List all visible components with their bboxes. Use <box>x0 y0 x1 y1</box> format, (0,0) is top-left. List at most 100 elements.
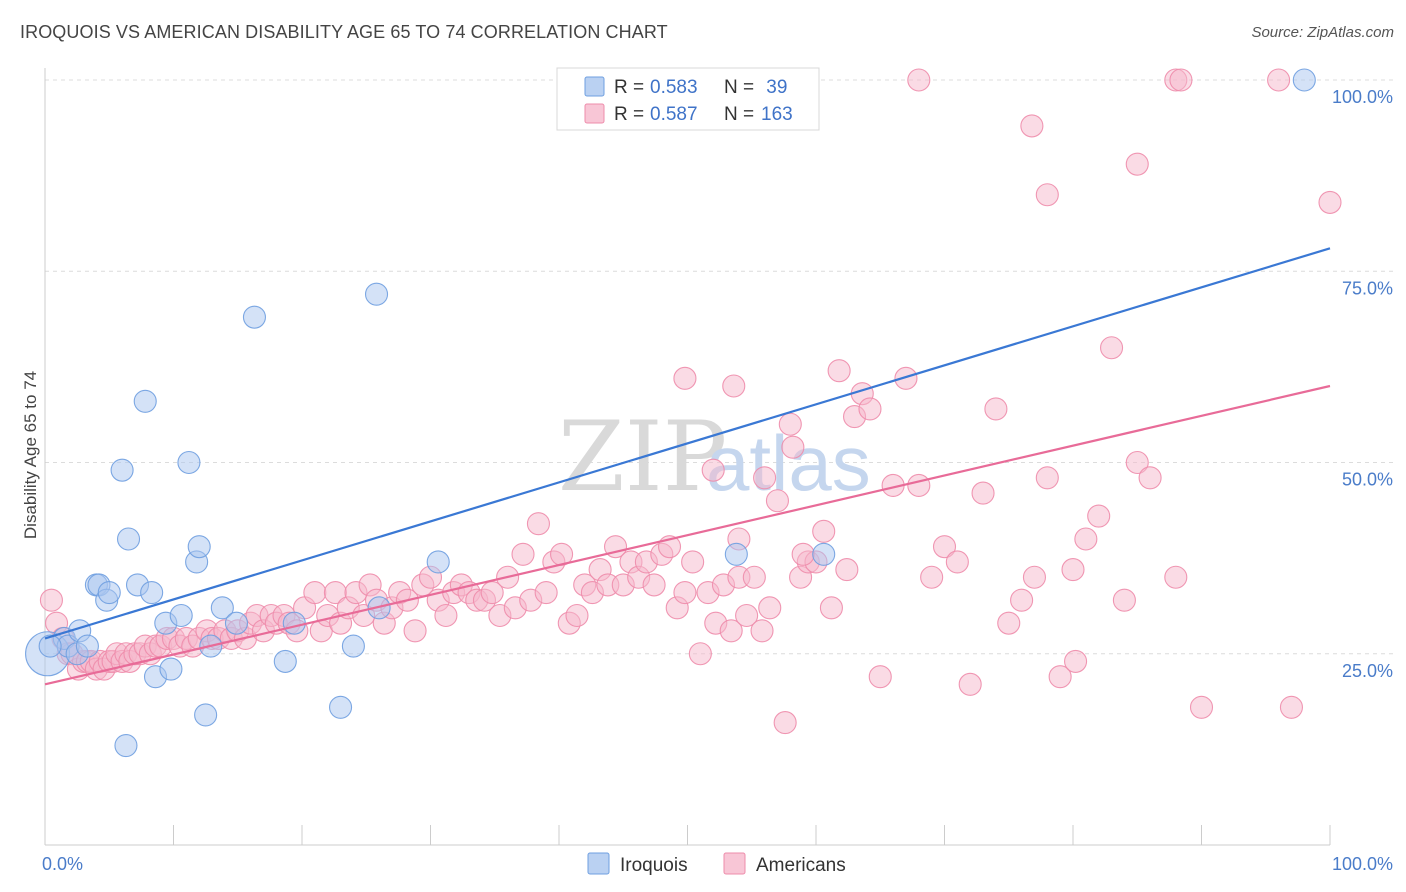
bottom-legend-swatch-iroquois <box>587 852 610 875</box>
americans-point <box>1022 565 1046 589</box>
iroquois-point <box>341 634 365 658</box>
legend-n-value-iroquois: 39 <box>761 77 787 98</box>
americans-point <box>434 603 458 628</box>
americans-point <box>1169 68 1193 92</box>
iroquois-point <box>426 550 450 574</box>
bottom-legend: Iroquois Americans <box>587 852 846 876</box>
iroquois-point <box>169 603 193 628</box>
americans-point <box>673 580 697 605</box>
x-tick-labels: 0.0% 100.0% <box>42 854 1393 874</box>
chart-title: IROQUOIS VS AMERICAN DISABILITY AGE 65 T… <box>20 22 668 42</box>
americans-point <box>1125 152 1149 176</box>
americans-point <box>511 542 535 566</box>
iroquois-point <box>140 580 164 605</box>
americans-point <box>1035 466 1059 490</box>
americans-point <box>1020 114 1044 138</box>
bottom-legend-iroquois: Iroquois <box>620 855 688 876</box>
americans-point <box>403 619 427 643</box>
iroquois-point <box>210 596 234 620</box>
americans-point <box>907 473 931 498</box>
americans-point <box>858 397 882 421</box>
x-tick-label: 0.0% <box>42 854 83 874</box>
americans-point <box>781 435 805 459</box>
iroquois-point <box>242 305 267 329</box>
iroquois-point <box>273 649 297 673</box>
americans-point <box>819 596 843 620</box>
bottom-legend-swatch-americans <box>723 852 746 875</box>
legend-swatch-americans <box>584 103 605 124</box>
iroquois-point <box>75 634 99 658</box>
y-tick-label: 75.0% <box>1342 278 1393 298</box>
americans-point <box>945 550 969 574</box>
watermark: ZIP atlas <box>558 401 871 513</box>
bottom-legend-americans: Americans <box>756 855 846 876</box>
americans-point <box>534 580 558 605</box>
y-tick-label: 100.0% <box>1332 87 1393 107</box>
americans-point <box>1061 558 1085 582</box>
iroquois-points <box>25 68 1316 758</box>
iroquois-point <box>116 527 141 551</box>
iroquois-point <box>328 695 353 719</box>
iroquois-point <box>38 634 62 658</box>
iroquois-point <box>159 657 183 681</box>
americans-point <box>1318 190 1342 214</box>
americans-point <box>958 672 982 696</box>
americans-point <box>932 535 957 559</box>
iroquois-point <box>724 542 748 566</box>
axes <box>44 68 1331 846</box>
legend-n-value-americans: 163 <box>761 104 793 125</box>
iroquois-point <box>224 611 249 635</box>
americans-point <box>1035 183 1059 207</box>
chart-source: Source: ZipAtlas.com <box>1251 24 1394 41</box>
x-tick-label: 100.0% <box>1332 854 1393 874</box>
legend-n-label-iroquois: N = <box>724 77 754 98</box>
americans-point <box>997 611 1021 635</box>
americans-point <box>1100 336 1124 360</box>
legend-r-label-iroquois: R = <box>614 77 644 98</box>
americans-point <box>1138 466 1162 490</box>
americans-point <box>835 558 859 582</box>
y-tick-label: 25.0% <box>1342 661 1393 681</box>
americans-point <box>812 519 836 543</box>
americans-point <box>1189 695 1214 719</box>
americans-point <box>526 512 550 536</box>
americans-point <box>758 596 782 620</box>
americans-point <box>39 588 63 612</box>
americans-point <box>735 603 759 628</box>
y-tick-labels: 25.0% 50.0% 75.0% 100.0% <box>1332 87 1393 681</box>
americans-point <box>750 619 774 643</box>
iroquois-point <box>177 450 201 475</box>
iroquois-point <box>194 703 218 727</box>
americans-point <box>1087 504 1111 528</box>
americans-point <box>791 542 815 566</box>
americans-point <box>701 458 725 482</box>
iroquois-point <box>133 389 157 413</box>
americans-point <box>971 481 995 505</box>
legend-r-value-americans: 0.587 <box>650 104 698 125</box>
americans-point <box>753 466 777 490</box>
americans-point <box>1267 68 1291 92</box>
americans-point <box>642 573 666 597</box>
iroquois-point <box>812 542 836 566</box>
americans-point <box>719 619 743 643</box>
legend-swatch-iroquois <box>584 76 605 97</box>
americans-point <box>1048 665 1072 689</box>
americans-point <box>778 412 802 436</box>
legend: R = 0.583 N = 39 R = 0.587 N = 163 <box>556 67 820 131</box>
americans-point <box>1125 450 1149 475</box>
americans-point <box>894 366 918 390</box>
americans-point <box>303 580 327 605</box>
americans-point <box>1010 588 1034 612</box>
iroquois-point <box>110 458 134 482</box>
americans-point <box>868 665 892 689</box>
americans-point <box>565 603 589 628</box>
americans-point <box>688 642 712 666</box>
legend-r-label-americans: R = <box>614 104 644 125</box>
iroquois-point <box>187 535 211 559</box>
americans-point <box>773 711 797 735</box>
americans-point <box>1064 649 1088 673</box>
americans-trend-line <box>44 384 1331 686</box>
americans-point <box>907 68 931 92</box>
americans-point <box>827 359 851 383</box>
